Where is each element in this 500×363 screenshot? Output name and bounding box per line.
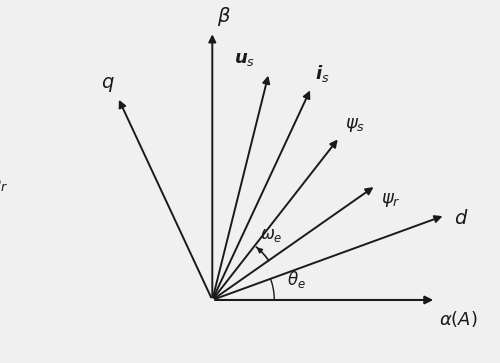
Text: $\beta$: $\beta$ — [218, 5, 232, 28]
Text: $\theta_e$: $\theta_e$ — [287, 269, 306, 290]
Text: $\omega_e$: $\omega_e$ — [260, 226, 282, 244]
Text: $\psi_r$: $\psi_r$ — [381, 191, 400, 209]
Text: $\boldsymbol{u}_s$: $\boldsymbol{u}_s$ — [234, 50, 255, 68]
Text: $d$: $d$ — [454, 209, 468, 228]
Text: $\boldsymbol{i}_s$: $\boldsymbol{i}_s$ — [314, 64, 330, 84]
Text: $\boldsymbol{e}_r$: $\boldsymbol{e}_r$ — [0, 175, 8, 193]
Text: $\alpha(A)$: $\alpha(A)$ — [440, 309, 478, 329]
Text: $q$: $q$ — [100, 75, 114, 94]
Text: $\psi_s$: $\psi_s$ — [344, 116, 365, 134]
